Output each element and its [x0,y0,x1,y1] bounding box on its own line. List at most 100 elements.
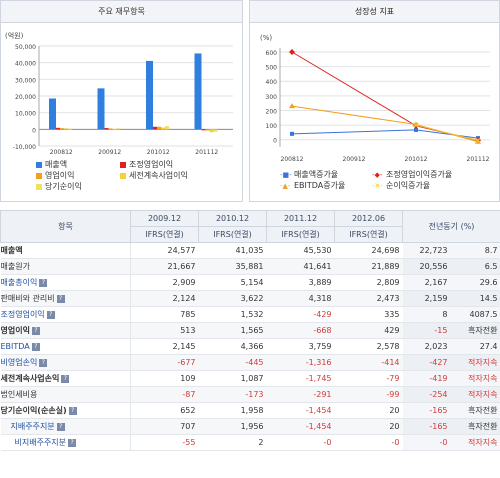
data-point [413,122,419,128]
row-label[interactable]: EBITDA [0,342,30,351]
basis-header: IFRS(연결) [198,226,267,243]
value-cell: -79 [334,370,403,387]
bar [60,128,64,130]
item-header: 항목 [0,210,131,243]
basis-header: IFRS(연결) [266,226,335,243]
help-icon[interactable]: ? [46,310,55,319]
value-cell: 5,154 [198,274,267,291]
value-cell: -173 [198,386,267,403]
yoy-value-cell: -0 [402,434,451,451]
row-label: 세전계속사업손익 [0,374,60,383]
marker-triangle-icon: -▲- [280,181,291,190]
value-cell: 3,889 [266,274,335,291]
row-label[interactable]: 조정영업이익 [0,310,45,319]
yoy-value-cell: 8 [402,306,451,323]
value-cell: -0 [266,434,335,451]
data-point [290,131,294,136]
y-tick-label: 400 [266,79,278,86]
help-icon[interactable]: ? [31,342,40,351]
row-label-cell: 매출원가 [0,258,131,275]
row-label: 영업이익 [0,326,30,335]
panel-title: 성장성 지표 [250,1,499,23]
period-header: 2010.12 [198,210,267,227]
help-icon[interactable]: ? [31,326,40,335]
table-row: 판매비와 관리비? 2,124 3,622 4,318 2,473 2,159 14.5 [0,290,500,307]
bar [112,129,117,131]
yoy-rate-cell: 흑자전환 [450,402,500,419]
yoy-value-cell: 20,556 [402,258,451,275]
bar [68,128,72,130]
yoy-value-cell: -254 [402,386,451,403]
help-icon[interactable]: ? [39,278,48,287]
legend-label: 매출액 [45,160,68,169]
help-icon[interactable]: ? [68,406,77,415]
help-icon[interactable]: ? [61,374,70,383]
row-label-cell: 지배주주지분? [0,418,131,435]
marker-square-icon: -■- [280,170,292,179]
y-unit-label: (억원) [5,31,24,40]
value-cell: 785 [130,306,199,323]
y-tick-label: 100 [266,123,278,130]
row-label[interactable]: 지배주주지분 [10,422,55,431]
help-icon[interactable]: ? [39,358,48,367]
y-tick-label: 200 [266,108,278,115]
table-row: 매출액 24,577 41,035 45,530 24,698 22,723 8.7 [0,242,500,259]
yoy-rate-cell: 4087.5 [450,306,500,323]
data-point [475,137,481,143]
value-cell: 20 [334,402,403,419]
row-label-cell: 매출액 [0,242,131,259]
legend-label: 당기순이익 [45,182,82,191]
help-icon[interactable]: ? [56,294,65,303]
y-unit-label: (%) [260,34,272,42]
row-label[interactable]: 매출총이익 [0,278,38,287]
value-cell: 2,578 [334,338,403,355]
marker-x-icon: -✕- [372,181,383,190]
period-header: 2011.12 [266,210,335,227]
value-cell: -291 [266,386,335,403]
legend-label: EBITDA증가율 [294,181,346,190]
value-cell: 2,145 [130,338,199,355]
bar [97,88,105,130]
bar [49,98,56,130]
value-cell: -99 [334,386,403,403]
y-tick-label: 50,000 [15,44,36,51]
row-label: 법인세비용 [0,390,38,399]
row-label-cell: 조정영업이익? [0,306,131,323]
table-row: 세전계속사업손익? 109 1,087 -1,745 -79 -419 적자지속 [0,370,500,387]
yoy-value-cell: -15 [402,322,451,339]
table-row: 당기순이익(순손실)? 652 1,958 -1,454 20 -165 흑자전환 [0,402,500,419]
legend-label: 조정영업이익증가율 [386,170,453,179]
x-tick-label: 201012 [147,149,170,154]
financial-items-panel: 주요 재무항목 (억원) 50,000 40,000 30,000 20,000 10,0… [0,0,243,202]
table-row: 매출원가 21,667 35,881 41,641 21,889 20,556 6.5 [0,258,500,275]
legend-swatch [120,161,126,168]
series-line [415,124,479,141]
yoy-value-cell: 2,023 [402,338,451,355]
bar [146,60,153,130]
value-cell: 41,641 [266,258,335,275]
value-cell: 24,698 [334,242,403,259]
value-cell: 2,473 [334,290,403,307]
value-cell: 3,622 [198,290,267,307]
financial-bar-chart: (억원) 50,000 40,000 30,000 20,000 10,000 0 -10,0… [5,31,233,154]
value-cell: 2,809 [334,274,403,291]
row-label-cell: 비영업손익? [0,354,131,371]
value-cell: -677 [130,354,199,371]
help-icon[interactable]: ? [56,422,65,431]
yoy-rate-cell: 적자지속 [450,386,500,403]
row-label: 매출원가 [0,262,30,271]
help-icon[interactable]: ? [68,438,77,447]
x-tick-label: 200812 [281,156,304,163]
bar [201,129,206,131]
bar [205,129,210,131]
bar [116,128,121,130]
row-label[interactable]: 비영업손익 [0,358,38,367]
bar [56,127,60,130]
legend-swatch [36,183,42,190]
yoy-value-cell: 22,723 [402,242,451,259]
row-label[interactable]: 비지배주주지분 [14,438,67,447]
bar [161,127,165,130]
yoy-value-cell: 2,167 [402,274,451,291]
value-cell: 1,958 [198,402,267,419]
y-tick-label: 30,000 [15,77,36,84]
